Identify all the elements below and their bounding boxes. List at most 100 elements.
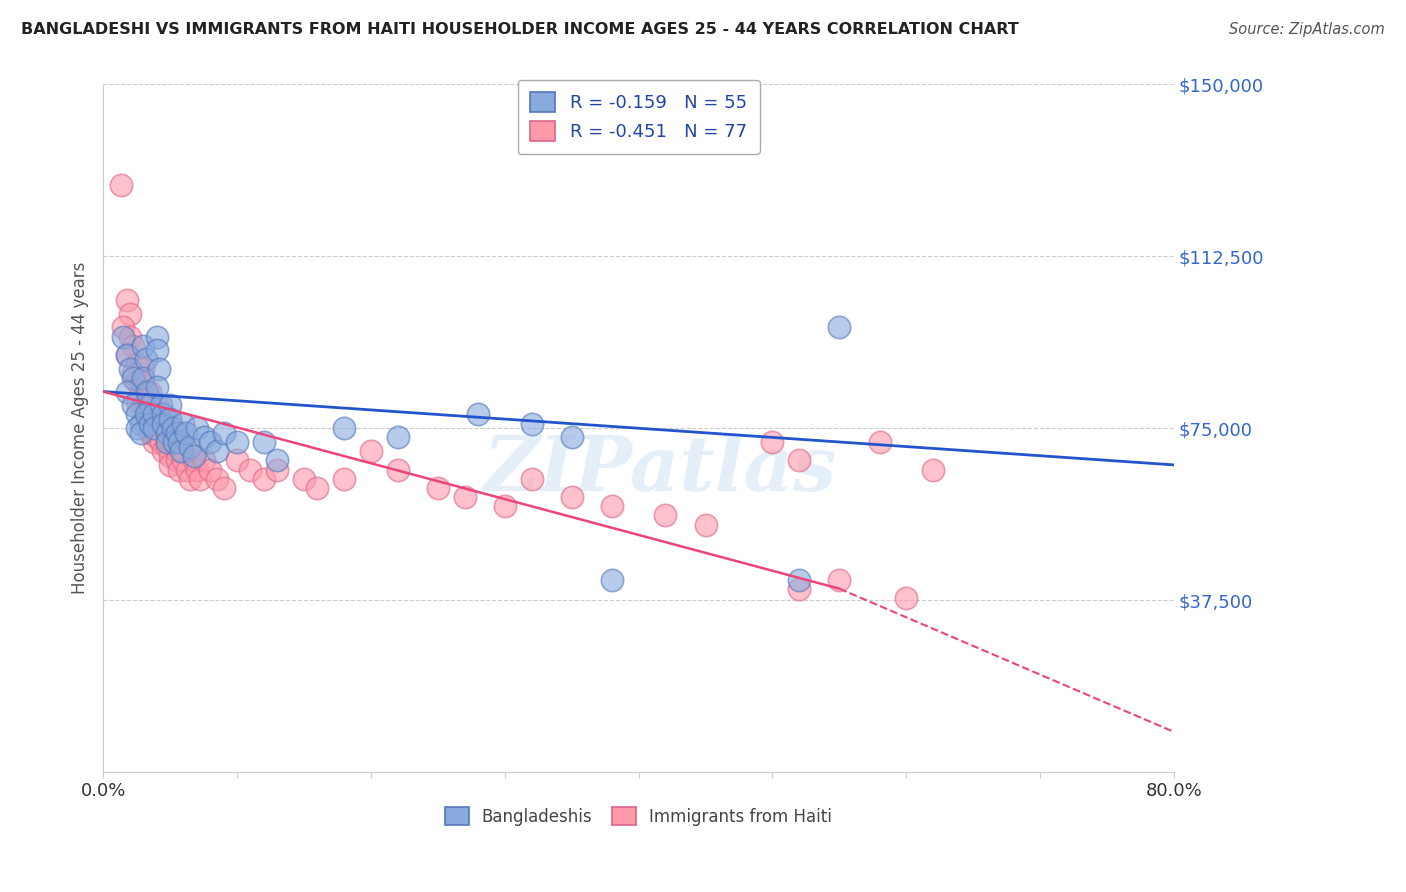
Point <box>360 444 382 458</box>
Point <box>922 462 945 476</box>
Point <box>212 481 235 495</box>
Point <box>156 425 179 440</box>
Point <box>145 421 167 435</box>
Point <box>115 348 138 362</box>
Point <box>787 573 810 587</box>
Point <box>118 307 141 321</box>
Point <box>869 435 891 450</box>
Point <box>205 444 228 458</box>
Point <box>179 472 201 486</box>
Point <box>159 458 181 472</box>
Point <box>156 430 179 444</box>
Point <box>193 430 215 444</box>
Point <box>143 421 166 435</box>
Point <box>174 425 197 440</box>
Point <box>695 517 717 532</box>
Point <box>129 425 152 440</box>
Point <box>125 357 148 371</box>
Point <box>266 462 288 476</box>
Point <box>205 472 228 486</box>
Point <box>266 453 288 467</box>
Point <box>152 425 174 440</box>
Point <box>139 384 162 399</box>
Point <box>118 329 141 343</box>
Point <box>896 591 918 605</box>
Point <box>149 417 172 431</box>
Point <box>136 408 159 422</box>
Point <box>115 348 138 362</box>
Point <box>148 361 170 376</box>
Point <box>253 435 276 450</box>
Point <box>561 430 583 444</box>
Point <box>162 435 184 450</box>
Point <box>156 435 179 450</box>
Point <box>200 435 222 450</box>
Point <box>200 462 222 476</box>
Point <box>828 573 851 587</box>
Point <box>125 408 148 422</box>
Point <box>145 430 167 444</box>
Point <box>149 398 172 412</box>
Point <box>787 453 810 467</box>
Point <box>787 582 810 596</box>
Point <box>148 408 170 422</box>
Point <box>292 472 315 486</box>
Point <box>169 462 191 476</box>
Point <box>121 366 143 380</box>
Point <box>139 417 162 431</box>
Point <box>166 444 188 458</box>
Point <box>172 453 194 467</box>
Text: ZIPatlas: ZIPatlas <box>484 433 837 507</box>
Point <box>193 453 215 467</box>
Point <box>145 343 167 358</box>
Point <box>600 573 623 587</box>
Point <box>152 408 174 422</box>
Point <box>162 425 184 440</box>
Point <box>226 435 249 450</box>
Point <box>143 412 166 426</box>
Point <box>520 417 543 431</box>
Point <box>183 453 205 467</box>
Point <box>112 320 135 334</box>
Point <box>600 499 623 513</box>
Point <box>186 462 208 476</box>
Point <box>162 421 184 435</box>
Point <box>132 371 155 385</box>
Point <box>139 425 162 440</box>
Point <box>139 408 162 422</box>
Point <box>129 384 152 399</box>
Legend: Bangladeshis, Immigrants from Haiti: Bangladeshis, Immigrants from Haiti <box>439 800 839 832</box>
Point <box>143 408 166 422</box>
Point <box>159 398 181 412</box>
Point <box>129 376 152 390</box>
Point <box>115 384 138 399</box>
Point <box>121 371 143 385</box>
Point <box>166 453 188 467</box>
Point <box>828 320 851 334</box>
Point <box>212 425 235 440</box>
Point <box>145 398 167 412</box>
Point <box>387 430 409 444</box>
Point <box>135 398 157 412</box>
Point <box>125 421 148 435</box>
Point <box>176 462 198 476</box>
Point <box>494 499 516 513</box>
Point <box>110 178 132 193</box>
Point <box>333 421 356 435</box>
Point <box>253 472 276 486</box>
Point <box>561 490 583 504</box>
Point <box>159 412 181 426</box>
Text: Source: ZipAtlas.com: Source: ZipAtlas.com <box>1229 22 1385 37</box>
Point <box>152 444 174 458</box>
Point <box>121 398 143 412</box>
Point <box>135 408 157 422</box>
Point <box>172 417 194 431</box>
Point <box>166 425 188 440</box>
Point <box>139 398 162 412</box>
Point <box>761 435 783 450</box>
Point <box>143 417 166 431</box>
Point <box>183 449 205 463</box>
Point <box>387 462 409 476</box>
Point <box>125 376 148 390</box>
Point <box>333 472 356 486</box>
